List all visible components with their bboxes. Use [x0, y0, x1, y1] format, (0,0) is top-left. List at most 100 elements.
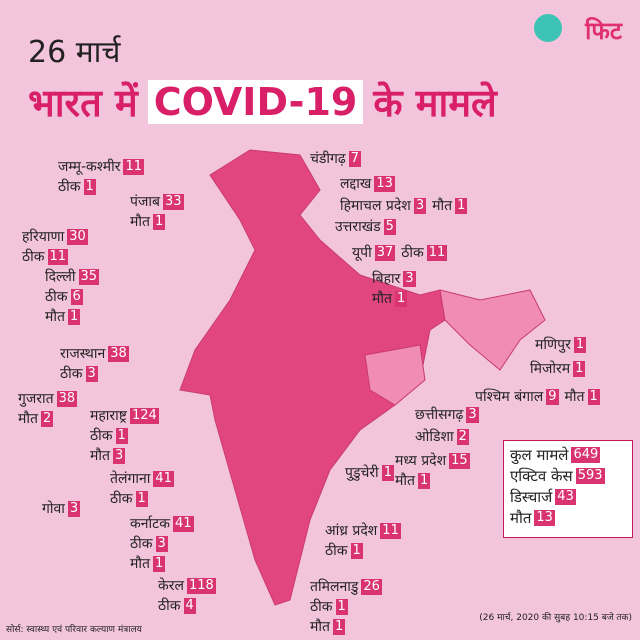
total-label: एक्टिव केस	[510, 467, 573, 485]
total-count: 13	[534, 510, 555, 526]
case-count: 3	[155, 536, 168, 552]
state-label: गोवा	[42, 501, 65, 517]
state-label: लद्दाख	[340, 176, 372, 192]
case-count: 1	[83, 179, 96, 195]
case-count: 9	[546, 389, 559, 405]
case-count: 1	[394, 291, 408, 307]
state-label: मणिपुर	[535, 337, 571, 353]
case-count: 41	[153, 471, 174, 487]
state-line: ठीक 6	[45, 288, 83, 306]
case-count: 1	[135, 491, 148, 507]
state-line: मौत 1	[372, 290, 408, 308]
case-count: 1	[335, 599, 348, 615]
case-count: 1	[381, 465, 394, 481]
case-count: 4	[183, 598, 196, 614]
state-label: मौत	[130, 556, 150, 572]
state-label: केरल	[158, 578, 184, 594]
state-line: मणिपुर 1	[535, 336, 587, 354]
state-label: तेलंगाना	[110, 471, 151, 487]
case-count: 1	[67, 309, 81, 325]
state-line: ठीक 1	[310, 598, 348, 616]
case-count: 26	[361, 579, 382, 595]
state-label: मिजोरम	[530, 361, 571, 377]
total-label: कुल मामले	[510, 446, 569, 464]
logo: फिट	[585, 17, 622, 45]
state-label: मौत	[90, 448, 110, 464]
state-label: मौत	[18, 411, 38, 427]
total-count: 593	[575, 468, 605, 484]
title-highlight: COVID-19	[147, 80, 364, 124]
state-line: हिमाचल प्रदेश 3 मौत 1	[340, 197, 468, 215]
state-line: पुडुचेरी 1	[345, 464, 394, 482]
state-line: मिजोरम 1	[530, 360, 586, 378]
case-count: 1	[152, 214, 166, 230]
state-label: चंडीगढ़	[310, 151, 346, 167]
case-count: 41	[172, 516, 194, 532]
state-label: मौत	[432, 198, 453, 214]
state-label: मौत	[372, 291, 392, 307]
state-label: ठीक	[90, 428, 113, 444]
logo-icon	[534, 14, 562, 42]
case-count: 1	[587, 389, 600, 405]
case-count: 3	[112, 448, 126, 464]
title-pre: भारत में	[28, 81, 138, 125]
state-line: ठीक 11	[22, 248, 69, 266]
state-line: गोवा 3	[42, 500, 81, 518]
state-line: यूपी 37 ठीक 11	[352, 244, 448, 262]
state-label: दिल्ली	[45, 269, 76, 285]
state-label: जम्मू-कश्मीर	[58, 159, 121, 175]
case-count: 3	[403, 271, 416, 287]
case-count: 38	[108, 346, 129, 362]
state-label: ठीक	[401, 245, 424, 261]
case-count: 3	[466, 407, 479, 423]
note: (26 मार्च, 2020 की सुबह 10:15 बजे तक)	[479, 613, 632, 623]
state-label: मौत	[130, 214, 150, 230]
case-count: 38	[56, 391, 78, 407]
northeast-map	[439, 289, 546, 371]
case-count: 30	[67, 229, 88, 245]
state-line: ठीक 1	[90, 427, 128, 445]
case-count: 3	[85, 366, 98, 382]
case-count: 118	[186, 578, 216, 594]
state-label: राजस्थान	[60, 346, 106, 362]
state-line: तमिलनाडु 26	[310, 578, 382, 596]
state-line: छत्तीसगढ़ 3	[415, 406, 479, 424]
state-line: मौत 1	[130, 555, 166, 573]
state-line: ठीक 1	[58, 178, 96, 196]
case-count: 124	[129, 408, 159, 424]
total-line: मौत 13	[510, 509, 555, 527]
state-line: दिल्ली 35	[45, 268, 100, 286]
state-line: लद्दाख 13	[340, 175, 395, 193]
state-line: महाराष्ट्र 124	[90, 407, 159, 425]
state-line: मौत 1	[310, 618, 346, 636]
state-line: ठीक 1	[110, 490, 148, 508]
case-count: 33	[162, 194, 184, 210]
state-label: हिमाचल प्रदेश	[340, 198, 411, 214]
case-count: 1	[573, 361, 586, 377]
state-label: ठीक	[325, 543, 348, 559]
case-count: 2	[40, 411, 54, 427]
state-line: उत्तराखंड 5	[335, 218, 396, 236]
case-count: 37	[374, 245, 396, 261]
state-label: ठीक	[158, 598, 181, 614]
state-label: ठीक	[45, 289, 68, 305]
state-line: ठीक 3	[60, 365, 98, 383]
state-label: छत्तीसगढ़	[415, 407, 464, 423]
state-label: कर्नाटक	[130, 516, 170, 532]
state-label: मौत	[45, 309, 65, 325]
total-label: मौत	[510, 509, 532, 527]
state-line: मौत 3	[90, 447, 126, 465]
state-label: मौत	[395, 473, 415, 489]
case-count: 15	[449, 453, 470, 469]
case-count: 2	[456, 429, 469, 445]
title: भारत में COVID-19 के मामले	[28, 76, 497, 128]
state-label: उत्तराखंड	[335, 219, 381, 235]
state-line: आंध्र प्रदेश 11	[325, 522, 401, 540]
state-line: मौत 2	[18, 410, 54, 428]
case-count: 1	[455, 198, 468, 214]
case-count: 11	[426, 245, 448, 261]
state-line: ठीक 1	[325, 542, 363, 560]
state-line: मौत 1	[130, 213, 166, 231]
state-label: ठीक	[110, 491, 133, 507]
